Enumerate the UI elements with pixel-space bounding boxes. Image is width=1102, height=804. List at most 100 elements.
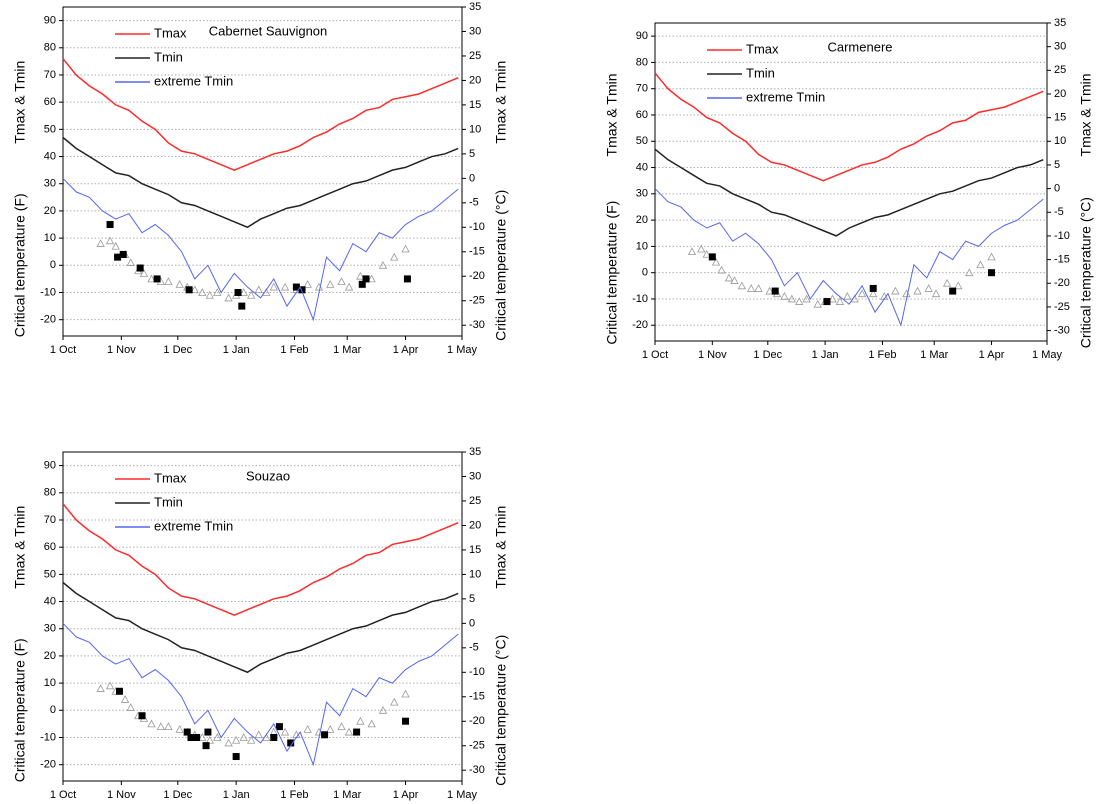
triangle-point <box>401 689 410 698</box>
legend-label: Tmax <box>746 41 779 56</box>
y2-tick-label: -5 <box>469 642 479 654</box>
triangle-point <box>164 722 173 731</box>
triangle-point <box>303 724 312 733</box>
x-tick-label: 1 Dec <box>163 344 192 356</box>
triangle-point <box>687 247 697 256</box>
square-point <box>949 287 957 295</box>
triangle-point <box>987 252 996 261</box>
triangle-point <box>711 257 721 266</box>
triangle-point <box>147 719 156 728</box>
x-tick-label: 1 Jan <box>223 789 250 801</box>
legend-label: Tmax <box>154 25 187 40</box>
series-line <box>654 148 1044 237</box>
series-line <box>62 622 459 767</box>
y-tick-label: -20 <box>40 314 56 326</box>
triangle-point <box>924 284 933 292</box>
y2-axis-label: Critical temperature (°C) <box>493 635 509 786</box>
triangle-point <box>356 271 365 280</box>
y-tick-label: 50 <box>636 135 648 147</box>
triangle-point <box>765 286 774 295</box>
y-tick-label: 40 <box>44 595 56 607</box>
triangle-point <box>254 285 263 294</box>
triangle-point <box>164 277 173 286</box>
y2-tick-label: -30 <box>1054 324 1070 336</box>
y-axis-label: Critical temperature (F) <box>604 201 620 345</box>
y-axis-label-upper: Tmax & Tmin <box>12 61 28 144</box>
triangle-point <box>702 249 711 258</box>
y2-tick-label: 20 <box>469 74 481 86</box>
y2-tick-label: 5 <box>469 148 475 160</box>
triangle-point <box>337 722 346 731</box>
y-tick-label: 40 <box>44 150 56 162</box>
y2-tick-label: 0 <box>1054 183 1060 195</box>
triangle-point <box>891 286 900 295</box>
triangle-point <box>190 285 199 294</box>
triangle-point <box>367 719 376 728</box>
triangle-point <box>239 733 248 741</box>
triangle-point <box>280 282 290 291</box>
triangle-point <box>96 684 105 692</box>
triangle-point <box>869 289 878 298</box>
triangle-point <box>126 703 135 711</box>
series-line <box>654 188 1044 327</box>
x-tick-label: 1 May <box>447 789 477 801</box>
y-tick-label: -10 <box>40 286 56 298</box>
y-tick-label: 80 <box>44 487 56 499</box>
y-tick-label: 50 <box>44 123 56 135</box>
y-tick-label: 80 <box>44 42 56 54</box>
series-line <box>62 136 459 229</box>
triangle-point <box>139 269 149 277</box>
y-tick-label: 20 <box>636 214 648 226</box>
y2-tick-label: -15 <box>1054 254 1070 266</box>
x-tick-label: 1 Apr <box>393 789 419 801</box>
legend-label: Tmin <box>746 65 775 80</box>
triangle-point <box>198 288 207 296</box>
y-tick-label: 40 <box>636 161 648 173</box>
y-tick-label: 80 <box>636 56 648 68</box>
square-point <box>353 728 361 736</box>
y-tick-label: -10 <box>40 731 56 743</box>
y2-tick-label: -5 <box>469 197 479 209</box>
square-point <box>403 275 411 283</box>
triangle-point <box>326 279 335 288</box>
y2-tick-label: -20 <box>469 270 485 282</box>
y2-axis-label-upper: Tmax & Tmin <box>1078 73 1094 156</box>
triangle-point <box>175 279 184 288</box>
y2-tick-label: 35 <box>1054 17 1066 29</box>
triangle-point <box>356 716 365 725</box>
y-tick-label: 10 <box>44 677 56 689</box>
triangle-point <box>247 735 256 744</box>
x-tick-label: 1 Apr <box>393 344 419 356</box>
y2-tick-label: -25 <box>469 295 485 307</box>
triangle-point <box>247 290 256 299</box>
x-tick-label: 1 Mar <box>333 789 361 801</box>
legend-label: Tmin <box>154 494 183 509</box>
y-axis-label-upper: Tmax & Tmin <box>604 73 620 156</box>
y-tick-label: -20 <box>40 759 56 771</box>
panel: -20-100102030405060708090-30-25-20-15-10… <box>12 446 509 801</box>
x-tick-label: 1 Feb <box>280 344 308 356</box>
y2-tick-label: 30 <box>469 470 481 482</box>
legend-label: Tmin <box>154 49 183 64</box>
square-point <box>234 288 242 296</box>
y-tick-label: 20 <box>44 205 56 217</box>
y-tick-label: -10 <box>632 293 648 305</box>
triangle-point <box>697 244 706 253</box>
square-point <box>115 687 123 695</box>
y2-axis-label-upper: Tmax & Tmin <box>493 61 509 144</box>
square-point <box>183 728 191 736</box>
x-tick-label: 1 Jan <box>812 349 839 361</box>
triangle-point <box>902 289 911 298</box>
x-tick-label: 1 Nov <box>107 789 136 801</box>
y2-tick-label: 10 <box>469 568 481 580</box>
plot-frame <box>654 22 1048 342</box>
y-tick-label: -20 <box>632 319 648 331</box>
triangle-point <box>120 695 130 703</box>
triangle-point <box>147 274 156 283</box>
triangle-point <box>976 260 985 269</box>
y2-tick-label: 0 <box>469 617 475 629</box>
chart-title: Cabernet Sauvignon <box>209 23 328 38</box>
triangle-point <box>96 239 105 247</box>
triangle-point <box>787 294 796 303</box>
